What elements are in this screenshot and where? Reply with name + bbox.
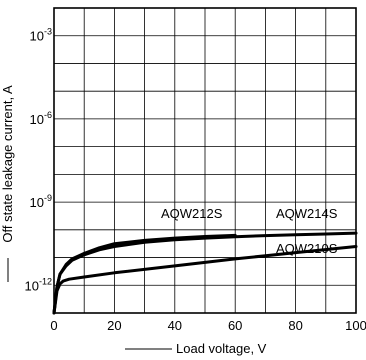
series-lines — [52, 231, 358, 315]
series-line-aqw210s — [52, 245, 358, 315]
plot-frame — [53, 7, 357, 314]
x-tick-label: 20 — [107, 318, 121, 333]
x-tick-label: 100 — [345, 318, 366, 333]
x-axis-title: Load voltage, V — [176, 341, 267, 356]
x-tick-label: 40 — [168, 318, 182, 333]
x-tick-labels: 0 20 40 60 80 100 — [50, 318, 366, 333]
series-line-aqw214s — [52, 231, 358, 315]
y-tick-label: 10-9 — [30, 193, 52, 210]
y-axis-title-group: Off state leakage current, A — [0, 85, 15, 282]
x-tick-label: 0 — [50, 318, 57, 333]
x-tick-label: 60 — [228, 318, 242, 333]
y-axis-title: Off state leakage current, A — [0, 85, 15, 243]
x-tick-label: 80 — [288, 318, 302, 333]
y-tick-label: 10-12 — [25, 276, 52, 293]
grid-lines — [54, 8, 356, 313]
series-label-aqw214s: AQW214S — [276, 206, 338, 221]
y-tick-label: 10-6 — [30, 110, 52, 127]
series-label-aqw212s: AQW212S — [161, 206, 223, 221]
y-tick-labels: 10-3 10-6 10-9 10-12 — [25, 27, 52, 294]
y-tick-label: 10-3 — [30, 27, 52, 44]
series-labels: AQW212S AQW214S AQW210S — [161, 206, 338, 256]
series-label-aqw210s: AQW210S — [276, 241, 338, 256]
